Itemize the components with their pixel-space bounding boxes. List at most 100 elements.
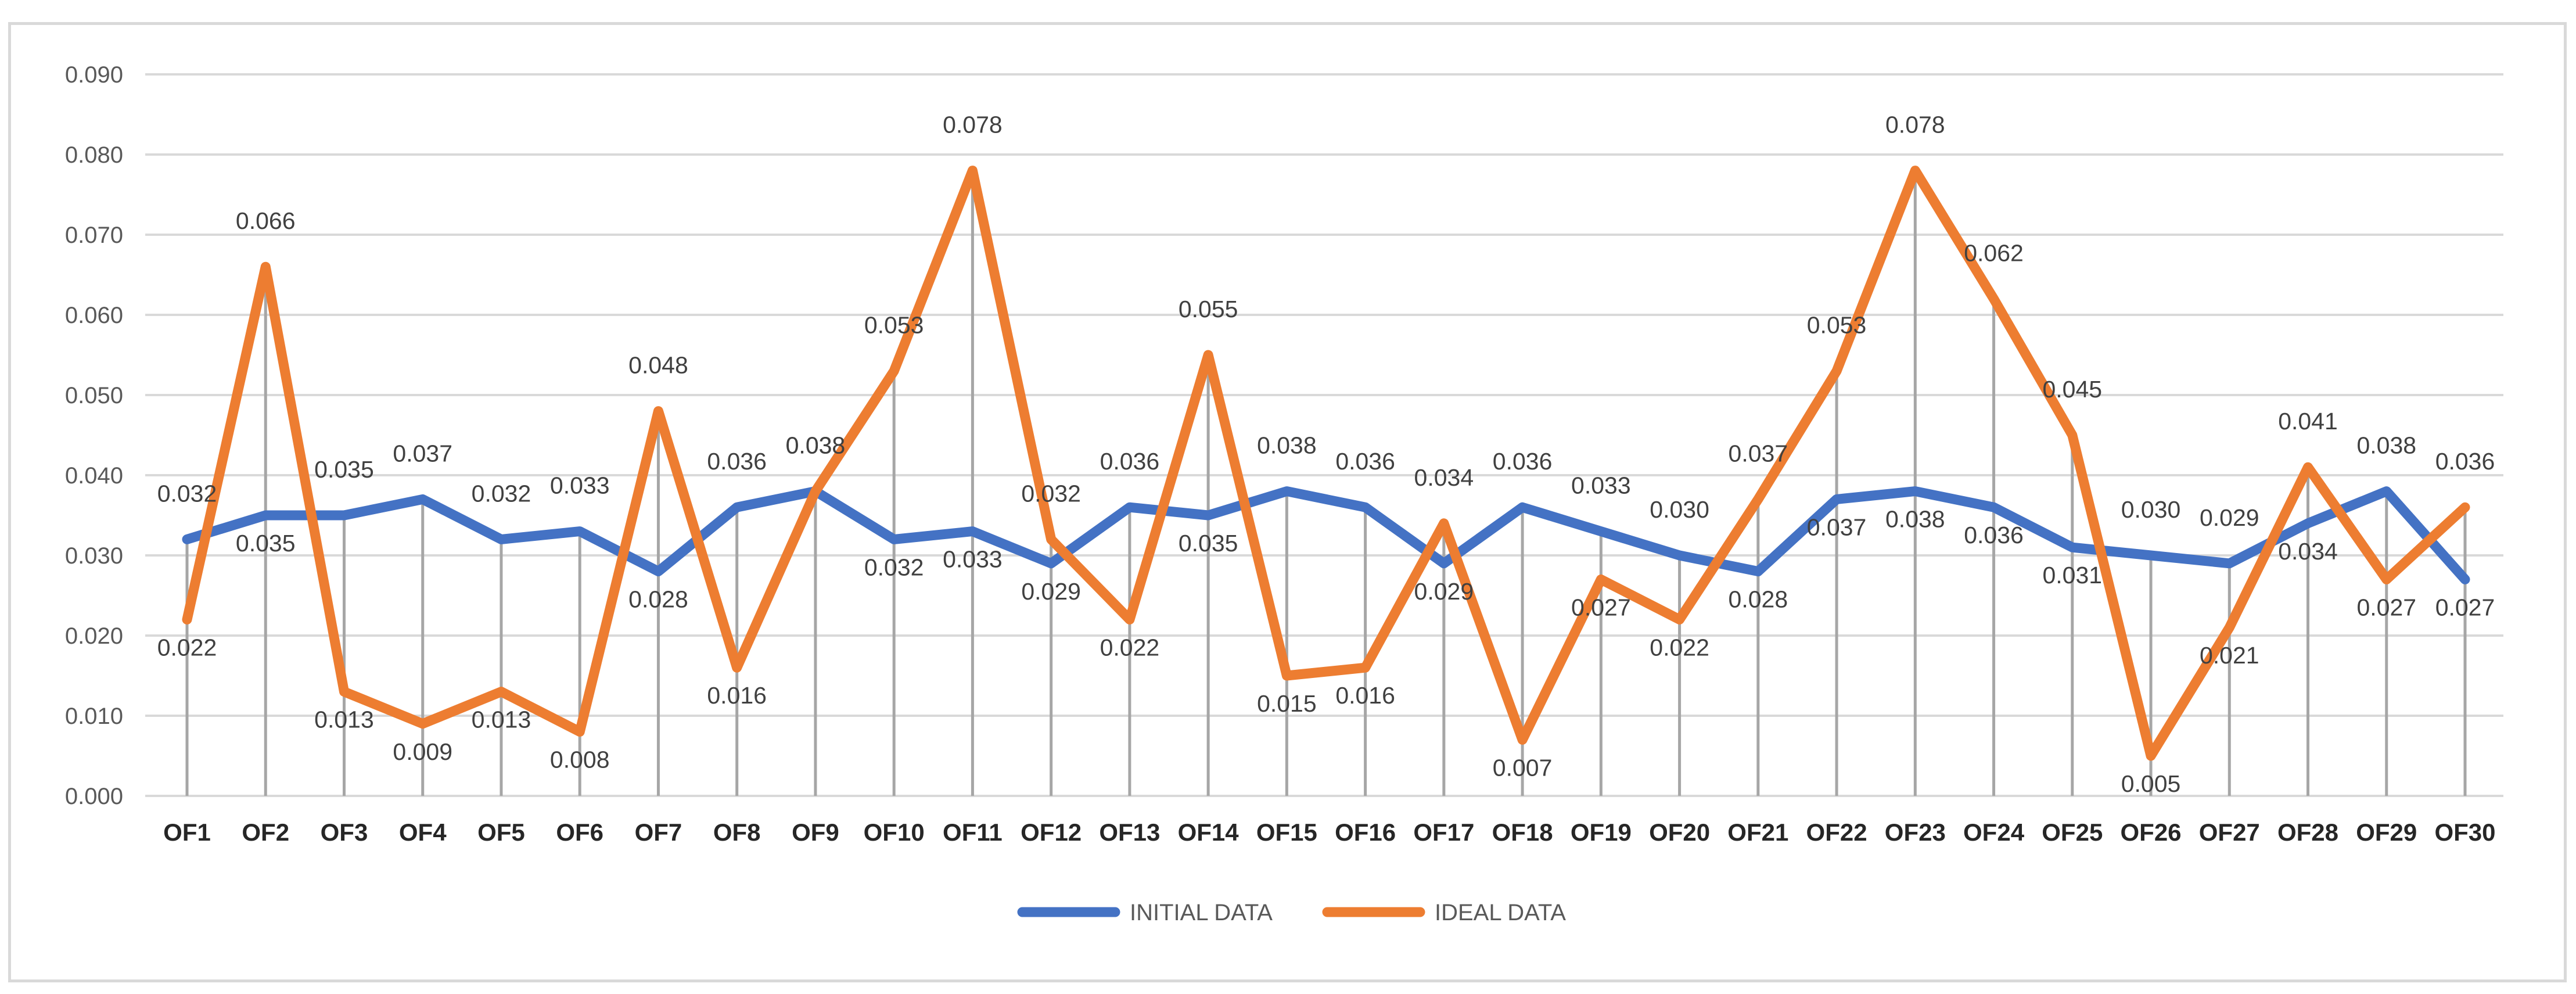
data-label-ideal: 0.034 <box>1414 464 1474 491</box>
series-line-initial-data <box>182 486 2470 584</box>
data-label-initial: 0.038 <box>786 432 846 459</box>
y-tick-label: 0.040 <box>65 463 123 489</box>
x-tick-label: OF6 <box>556 819 603 846</box>
x-tick-label: OF19 <box>1571 819 1632 846</box>
legend-label-ideal-data: IDEAL DATA <box>1435 900 1566 925</box>
data-label-ideal: 0.066 <box>236 207 296 234</box>
data-label-ideal: 0.078 <box>943 112 1003 138</box>
y-tick-label: 0.060 <box>65 303 123 328</box>
data-label-initial: 0.033 <box>550 472 610 499</box>
x-tick-label: OF12 <box>1021 819 1082 846</box>
data-label-ideal: 0.053 <box>864 312 924 339</box>
y-tick-label: 0.080 <box>65 142 123 168</box>
data-labels: 0.032 0.035 0.035 0.037 0.032 0.033 0.028 0.036… <box>157 112 2495 797</box>
data-label-initial: 0.035 <box>236 530 296 557</box>
data-label-ideal: 0.008 <box>550 747 610 773</box>
data-label-initial: 0.029 <box>1414 578 1474 605</box>
data-label-initial: 0.037 <box>393 440 452 467</box>
x-tick-label: OF3 <box>321 819 368 846</box>
data-label-initial: 0.036 <box>1335 448 1395 475</box>
data-label-initial: 0.034 <box>2278 538 2338 565</box>
data-label-ideal: 0.015 <box>1257 690 1317 717</box>
y-axis-tick-labels: 0.000 0.010 0.020 0.030 0.040 0.050 0.060 0.070… <box>65 62 123 809</box>
x-tick-label: OF11 <box>943 819 1003 846</box>
data-label-initial: 0.036 <box>707 448 767 475</box>
x-tick-label: OF17 <box>1413 819 1474 846</box>
data-label-ideal: 0.022 <box>157 634 217 661</box>
data-label-initial: 0.036 <box>1964 522 2024 548</box>
x-tick-label: OF27 <box>2199 819 2260 846</box>
y-tick-label: 0.070 <box>65 223 123 248</box>
data-label-ideal: 0.021 <box>2200 642 2259 669</box>
series-lines <box>182 166 2470 761</box>
data-label-ideal: 0.045 <box>2042 376 2102 403</box>
data-label-ideal: 0.027 <box>2356 594 2416 620</box>
data-label-ideal: 0.009 <box>393 738 452 765</box>
data-label-ideal: 0.037 <box>1729 440 1788 467</box>
data-label-initial: 0.032 <box>472 480 531 507</box>
data-label-ideal: 0.078 <box>1885 112 1945 138</box>
data-label-initial: 0.037 <box>1807 514 1867 540</box>
y-tick-label: 0.050 <box>65 383 123 408</box>
data-label-ideal: 0.062 <box>1964 239 2024 266</box>
data-label-initial: 0.038 <box>1885 506 1945 533</box>
data-label-ideal: 0.038 <box>786 432 846 459</box>
data-label-ideal: 0.022 <box>1100 634 1160 661</box>
x-tick-label: OF16 <box>1335 819 1396 846</box>
data-label-initial: 0.027 <box>2435 594 2495 620</box>
y-tick-label: 0.090 <box>65 62 123 88</box>
data-label-ideal: 0.053 <box>1807 312 1867 339</box>
x-tick-label: OF29 <box>2356 819 2417 846</box>
x-tick-label: OF7 <box>635 819 682 846</box>
data-label-initial: 0.035 <box>1179 530 1238 557</box>
data-label-ideal: 0.013 <box>314 706 374 733</box>
data-label-ideal: 0.027 <box>1571 594 1631 620</box>
x-tick-label: OF10 <box>864 819 925 846</box>
x-tick-label: OF21 <box>1727 819 1788 846</box>
x-tick-label: OF30 <box>2434 819 2495 846</box>
x-tick-label: OF28 <box>2277 819 2338 846</box>
y-tick-label: 0.000 <box>65 784 123 809</box>
x-tick-label: OF9 <box>792 819 839 846</box>
data-label-initial: 0.032 <box>157 480 217 507</box>
data-label-initial: 0.031 <box>2042 562 2102 588</box>
x-tick-label: OF22 <box>1806 819 1867 846</box>
x-tick-label: OF14 <box>1178 819 1240 846</box>
x-tick-label: OF20 <box>1649 819 1710 846</box>
legend: INITIAL DATA IDEAL DATA <box>1017 900 1566 925</box>
x-tick-label: OF26 <box>2121 819 2182 846</box>
x-tick-label: OF23 <box>1885 819 1946 846</box>
data-label-initial: 0.032 <box>864 554 924 580</box>
x-axis-tick-labels: OF1 OF2 OF3 OF4 OF5 OF6 OF7 OF8 OF9 OF10 OF11 OF12 O… <box>163 819 2495 846</box>
data-label-initial: 0.029 <box>2200 504 2259 531</box>
data-label-initial: 0.038 <box>1257 432 1317 459</box>
y-tick-label: 0.020 <box>65 623 123 649</box>
x-tick-label: OF2 <box>242 819 289 846</box>
data-label-ideal: 0.022 <box>1650 634 1709 661</box>
x-tick-label: OF8 <box>713 819 761 846</box>
data-label-initial: 0.030 <box>2121 496 2181 523</box>
x-tick-label: OF18 <box>1492 819 1553 846</box>
data-label-initial: 0.028 <box>1729 586 1788 613</box>
x-tick-label: OF24 <box>1963 819 2025 846</box>
x-tick-label: OF4 <box>399 819 447 846</box>
data-label-initial: 0.029 <box>1021 578 1081 605</box>
data-label-ideal: 0.016 <box>1335 682 1395 709</box>
data-label-ideal: 0.016 <box>707 682 767 709</box>
data-label-initial: 0.038 <box>2356 432 2416 459</box>
data-label-initial: 0.033 <box>943 546 1003 573</box>
x-tick-label: OF13 <box>1099 819 1160 846</box>
data-label-initial: 0.036 <box>1493 448 1553 475</box>
data-label-ideal: 0.041 <box>2278 408 2338 435</box>
data-label-initial: 0.028 <box>628 586 688 613</box>
x-tick-label: OF5 <box>477 819 525 846</box>
data-label-ideal: 0.013 <box>472 706 531 733</box>
y-tick-label: 0.030 <box>65 543 123 569</box>
y-tick-label: 0.010 <box>65 704 123 729</box>
x-tick-label: OF25 <box>2042 819 2103 846</box>
data-label-initial: 0.033 <box>1571 472 1631 499</box>
data-label-ideal: 0.036 <box>2435 448 2495 475</box>
data-label-initial: 0.030 <box>1650 496 1709 523</box>
data-label-ideal: 0.007 <box>1493 754 1553 781</box>
